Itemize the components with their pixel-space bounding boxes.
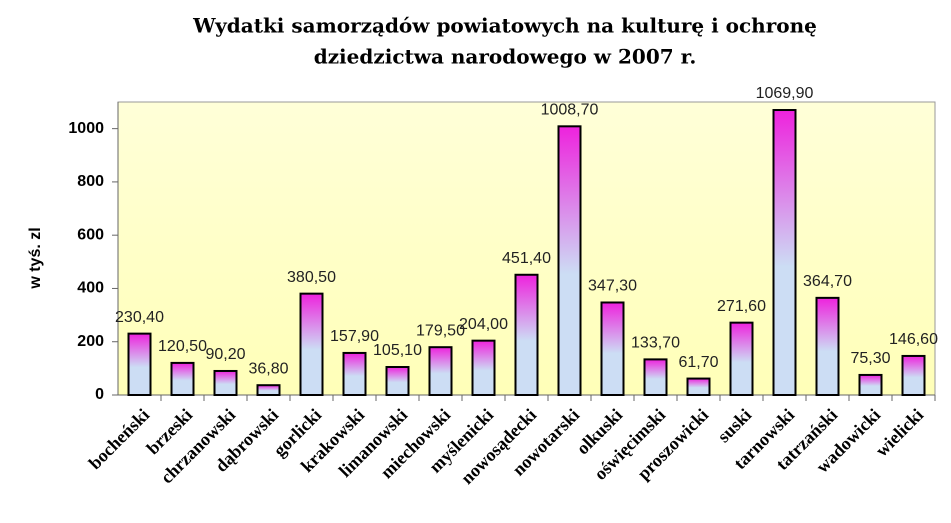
value-label: 230,40 <box>115 309 164 326</box>
bar <box>600 301 625 396</box>
value-label: 157,90 <box>330 328 379 345</box>
value-label: 1008,70 <box>541 102 599 119</box>
bar <box>385 366 410 397</box>
bar <box>643 358 668 396</box>
value-label: 75,30 <box>850 350 890 367</box>
x-tick-label: wielicki <box>871 405 927 461</box>
value-label: 380,50 <box>287 269 336 286</box>
value-label: 271,60 <box>717 298 766 315</box>
value-label: 204,00 <box>459 316 508 333</box>
value-label: 90,20 <box>205 346 245 363</box>
value-label: 120,50 <box>158 338 207 355</box>
bar <box>858 373 883 396</box>
bar <box>557 125 582 396</box>
bar <box>342 351 367 397</box>
bar <box>299 292 324 397</box>
value-label: 105,10 <box>373 342 422 359</box>
value-label: 347,30 <box>588 278 637 295</box>
value-label: 451,40 <box>502 250 551 267</box>
bar <box>471 339 496 396</box>
bar <box>256 384 281 396</box>
value-label: 364,70 <box>803 273 852 290</box>
bar <box>686 377 711 397</box>
value-label: 146,60 <box>889 331 938 348</box>
y-tick-label: 800 <box>77 173 104 190</box>
value-label: 61,70 <box>678 354 718 371</box>
chart-title: dziedzictwa narodowego w 2007 r. <box>314 45 697 69</box>
y-tick-label: 600 <box>77 226 104 243</box>
bar <box>772 109 797 396</box>
x-tick-label: bocheński <box>85 405 154 474</box>
bar <box>901 354 926 396</box>
bar <box>729 321 754 396</box>
y-tick-label: 1000 <box>68 120 104 137</box>
bar <box>170 361 195 396</box>
y-tick-label: 200 <box>77 333 104 350</box>
chart-title: Wydatki samorządów powiatowych na kultur… <box>192 14 817 38</box>
y-tick-label: 0 <box>95 386 104 403</box>
bar <box>514 273 539 396</box>
value-label: 36,80 <box>248 360 288 377</box>
y-axis-label: w tyś. zl <box>27 227 44 289</box>
value-label: 1069,90 <box>756 85 814 102</box>
y-tick-label: 400 <box>77 280 104 297</box>
bar <box>428 346 453 396</box>
value-label: 133,70 <box>631 335 680 352</box>
bar <box>213 369 238 396</box>
bar <box>127 332 152 397</box>
bar <box>815 296 840 396</box>
value-label: 179,50 <box>416 322 465 339</box>
